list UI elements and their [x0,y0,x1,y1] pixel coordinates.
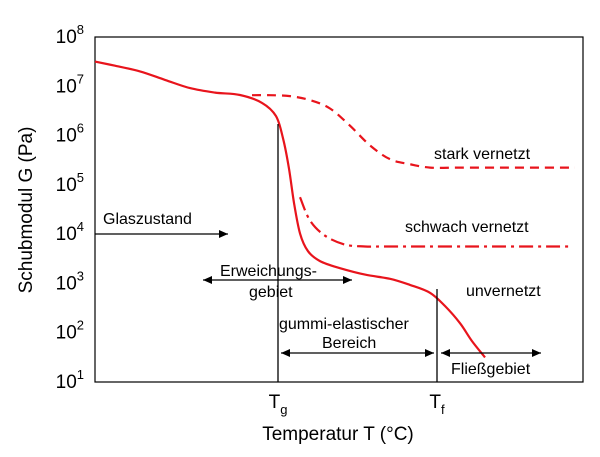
annotation-glaszustand: Glaszustand [103,211,192,228]
y-tick-label: 108 [56,22,84,48]
series-layer [94,60,575,359]
x-tick-labels: Tg Tf [269,392,445,417]
arrows [95,230,541,357]
annotation-gummi-1: gummi-elastischer [279,316,409,333]
annotation-erweichungsgebiet-1: Erweichungs- [220,263,317,280]
y-tick-labels: 101 102 103 104 105 106 107 108 [56,22,84,393]
series-schwach-vernetzt [298,196,570,248]
label-schwach-vernetzt: schwach vernetzt [405,219,529,236]
y-tick-label: 105 [56,170,84,196]
arrow-glaszustand [95,230,228,238]
marker-lines [277,124,438,382]
y-tick-label: 101 [56,367,84,393]
x-axis-title: Temperatur T (°C) [262,424,414,445]
label-stark-vernetzt: stark vernetzt [434,146,531,163]
label-unvernetzt: unvernetzt [466,283,541,300]
x-tick-label: Tf [429,392,445,417]
annotation-erweichungsgebiet-2: gebiet [249,284,293,301]
y-tick-label: 107 [56,71,84,97]
y-tick-label: 106 [56,121,84,147]
y-tick-label: 102 [56,318,84,344]
y-axis-title: Schubmodul G (Pa) [16,127,37,294]
arrow-fliessgebiet [441,349,541,357]
y-tick-label: 104 [56,219,84,245]
series-unvernetzt [94,60,486,359]
annotation-gummi-2: Bereich [322,335,376,352]
annotation-fliessgebiet: Fließgebiet [451,361,531,378]
arrow-gummi-elastisch [281,349,434,357]
annotations: Glaszustand Erweichungs- gebiet gummi-el… [103,146,541,378]
y-tick-label: 103 [56,268,84,294]
plot-frame [94,36,584,383]
arrow-erweichungsgebiet [203,276,352,284]
x-tick-label: Tg [269,392,288,417]
plot-area [94,36,584,383]
